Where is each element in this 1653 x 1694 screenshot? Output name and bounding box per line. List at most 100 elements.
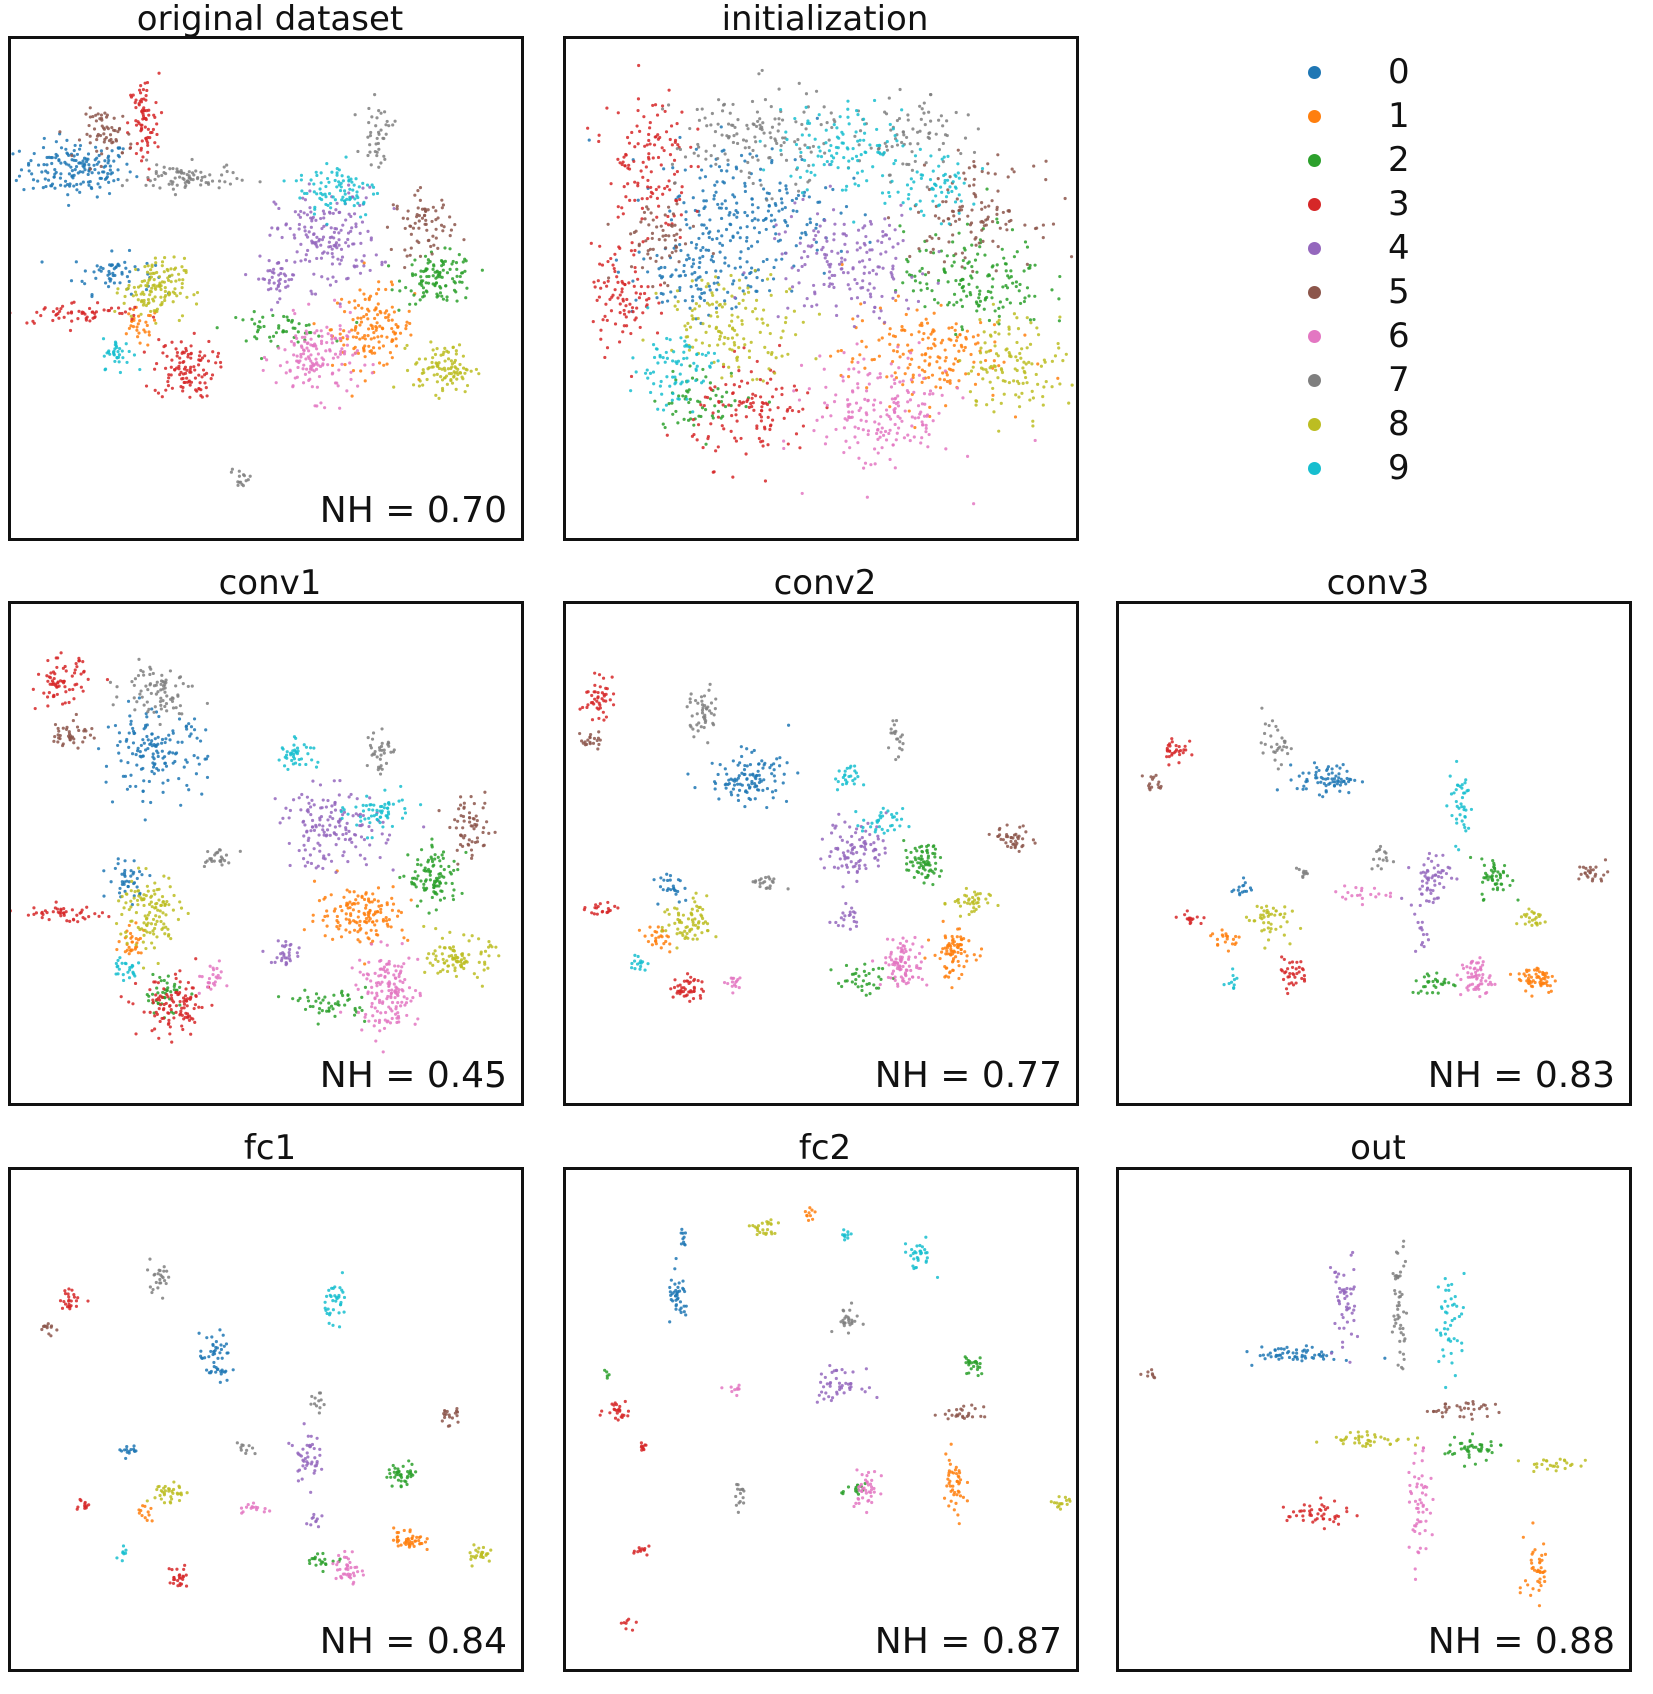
scatter-point (340, 909, 344, 913)
scatter-point (683, 299, 687, 303)
scatter-point (123, 889, 127, 893)
scatter-point (789, 174, 793, 178)
cluster-class-4 (244, 254, 296, 312)
scatter-point (705, 395, 710, 400)
scatter-point (147, 278, 151, 282)
scatter-point (135, 763, 139, 767)
scatter-point (675, 170, 679, 174)
scatter-point (154, 287, 158, 291)
scatter-point (653, 135, 657, 139)
scatter-point (144, 384, 149, 388)
scatter-point (979, 321, 983, 325)
scatter-point (793, 140, 797, 144)
scatter-point (118, 346, 122, 351)
scatter-point (171, 166, 175, 171)
scatter-point (382, 136, 386, 141)
scatter-point (354, 898, 358, 902)
scatter-point (735, 132, 739, 136)
legend-item: 4 (1300, 228, 1440, 268)
scatter-point (885, 375, 889, 379)
scatter-point (167, 373, 171, 377)
scatter-point (776, 315, 780, 319)
scatter-point (359, 369, 363, 373)
scatter-point (130, 752, 135, 756)
scatter-point (156, 391, 161, 395)
scatter-point (182, 171, 186, 175)
scatter-point (918, 269, 922, 273)
scatter-point (878, 372, 882, 376)
scatter-point (102, 170, 106, 174)
scatter-point (303, 1007, 308, 1012)
scatter-point (864, 150, 868, 155)
scatter-point (893, 410, 897, 415)
scatter-point (709, 154, 713, 158)
scatter-point (377, 280, 381, 284)
scatter-point (432, 264, 436, 268)
scatter-point (755, 426, 759, 430)
scatter-point (374, 306, 378, 310)
scatter-point (433, 352, 438, 357)
scatter-point (994, 368, 998, 372)
scatter-point (679, 191, 684, 195)
scatter-point (178, 1013, 182, 1017)
scatter-point (449, 228, 453, 232)
scatter-point (391, 338, 395, 343)
scatter-point (323, 406, 327, 410)
scatter-point (926, 270, 931, 275)
scatter-point (301, 196, 305, 200)
scatter-point (709, 388, 714, 392)
scatter-point (319, 341, 324, 346)
scatter-point (368, 150, 372, 154)
scatter-point (896, 294, 900, 298)
scatter-point (344, 828, 348, 832)
scatter-point (52, 693, 56, 697)
scatter-point (704, 353, 708, 357)
scatter-point (731, 391, 735, 396)
scatter-point (633, 180, 637, 184)
scatter-point (75, 665, 79, 669)
scatter-point (889, 385, 894, 389)
scatter-point (704, 157, 708, 161)
scatter-point (302, 928, 306, 932)
scatter-point (648, 126, 652, 130)
scatter-point (920, 420, 924, 424)
scatter-point (1042, 385, 1046, 389)
cluster-class-1 (302, 869, 413, 966)
scatter-point (367, 327, 371, 331)
scatter-plot (11, 71, 484, 488)
scatter-point (947, 217, 951, 221)
scatter-point (164, 764, 169, 768)
scatter-point (318, 364, 323, 369)
scatter-point (873, 462, 877, 466)
scatter-point (70, 154, 74, 158)
scatter-point (147, 330, 151, 334)
scatter-point (133, 101, 137, 105)
cluster-class-9 (629, 306, 720, 414)
scatter-point (360, 259, 364, 263)
scatter-point (448, 215, 452, 219)
scatter-point (321, 358, 326, 362)
scatter-point (997, 318, 1001, 322)
scatter-point (117, 940, 121, 944)
scatter-point (849, 415, 853, 420)
scatter-point (360, 220, 365, 224)
scatter-point (917, 247, 921, 251)
scatter-point (167, 290, 171, 294)
scatter-point (315, 173, 319, 178)
scatter-point (174, 1004, 179, 1008)
scatter-point (365, 183, 370, 187)
scatter-point (939, 303, 943, 307)
scatter-point (339, 181, 343, 185)
scatter-point (450, 381, 455, 385)
scatter-point (927, 375, 931, 380)
scatter-point (365, 921, 369, 925)
scatter-point (422, 882, 426, 886)
scatter-point (982, 330, 986, 334)
scatter-point (169, 1008, 173, 1012)
scatter-point (310, 385, 314, 389)
scatter-point (965, 454, 970, 458)
scatter-point (640, 266, 645, 270)
legend-label: 9 (1388, 448, 1410, 488)
scatter-point (159, 295, 163, 299)
scatter-point (362, 264, 366, 268)
